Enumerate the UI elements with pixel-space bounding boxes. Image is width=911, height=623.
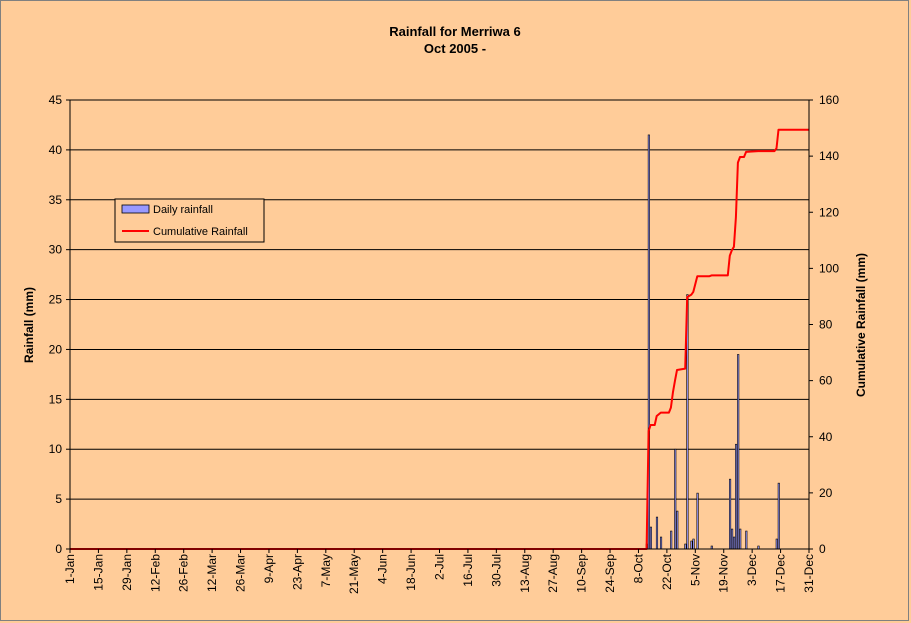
y-tick-label: 5 [55,492,62,506]
daily-rainfall-bar [777,482,780,550]
y2-tick-label: 60 [819,374,833,388]
x-tick-label: 19-Nov [717,554,731,593]
x-tick-label: 15-Jan [91,554,105,591]
x-tick-label: 2-Jul [433,554,447,580]
daily-rainfall-bar [735,443,738,550]
y-axis-label: Rainfall (mm) [22,287,36,363]
daily-rainfall-bar [676,510,679,550]
x-tick-label: 3-Dec [745,554,759,586]
daily-rainfall-bar [775,538,778,550]
daily-rainfall-bar [670,530,673,550]
x-tick-label: 26-Mar [234,554,248,592]
chart-subtitle: Oct 2005 - [424,41,486,56]
x-tick-label: 29-Jan [120,554,134,591]
y-tick-label: 15 [49,392,63,406]
daily-rainfall-bar [739,528,742,550]
legend-cumulative-rainfall: Cumulative Rainfall [153,226,248,238]
chart-title: Rainfall for Merriwa 6 [389,24,520,39]
daily-rainfall-bar [655,516,659,550]
daily-rainfall-bars [645,134,780,550]
y2-tick-label: 20 [819,486,833,500]
y-tick-label: 10 [49,442,63,456]
x-tick-label: 23-Apr [290,554,304,590]
y2-axis-label: Cumulative Rainfall (mm) [854,253,868,397]
daily-rainfall-bar [745,530,748,550]
x-tick-label: 13-Aug [518,554,532,593]
x-tick-label: 17-Dec [774,554,788,593]
daily-rainfall-bar [659,536,663,550]
gridlines [70,99,809,500]
x-tick-label: 31-Dec [802,554,816,593]
y-tick-label: 0 [55,542,62,556]
x-tick-label: 30-Jul [489,554,503,587]
x-tick-label: 18-Jun [404,554,418,591]
y2-tick-label: 120 [819,205,839,219]
x-tick-label: 24-Sep [603,554,617,593]
daily-rainfall-bar [692,538,695,550]
daily-rainfall-bar [674,448,677,550]
y-tick-label: 20 [49,342,63,356]
x-tick-label: 10-Sep [575,554,589,593]
x-tick-label: 27-Aug [546,554,560,593]
daily-rainfall-bar [729,478,732,550]
legend: Daily rainfall Cumulative Rainfall [114,198,265,243]
x-tick-label: 12-Feb [148,554,162,592]
y-tick-label: 25 [49,293,63,307]
legend-daily-rainfall: Daily rainfall [153,204,213,216]
daily-rainfall-bar [684,543,687,550]
x-tick-label: 7-May [319,554,333,587]
y2-tick-label: 140 [819,149,839,163]
daily-rainfall-bar [731,528,734,550]
x-tick-label: 21-May [347,554,361,594]
x-tick-label: 16-Jul [461,554,475,587]
daily-rainfall-bar [690,540,693,550]
legend-bar-swatch [121,204,150,214]
y-tick-label: 45 [49,93,63,107]
x-tick-label: 12-Mar [205,554,219,592]
x-tick-label: 1-Jan [63,554,77,584]
daily-rainfall-bar [733,536,736,550]
daily-rainfall-bar [649,526,652,550]
x-tick-label: 5-Nov [688,554,702,586]
y2-tick-label: 40 [819,430,833,444]
axes: 0 5 10 15 20 25 30 35 40 45 0 20 40 60 80 100 120 140 160 1… [49,93,840,594]
y2-tick-label: 0 [819,542,826,556]
cumulative-rainfall-line [70,128,809,550]
x-tick-label: 22-Oct [660,553,674,590]
x-tick-label: 26-Feb [177,554,191,592]
daily-rainfall-bar [696,492,699,550]
cumulative-rainfall-path [70,128,809,550]
y-tick-label: 35 [49,193,63,207]
daily-rainfall-bar [737,354,740,550]
x-tick-label: 9-Apr [262,554,276,583]
y-tick-label: 40 [49,143,63,157]
y2-tick-label: 160 [819,93,839,107]
y2-tick-label: 100 [819,261,839,275]
y-tick-label: 30 [49,243,63,257]
x-tick-label: 8-Oct [631,553,645,583]
y2-tick-label: 80 [819,318,833,332]
x-tick-label: 4-Jun [376,554,390,584]
